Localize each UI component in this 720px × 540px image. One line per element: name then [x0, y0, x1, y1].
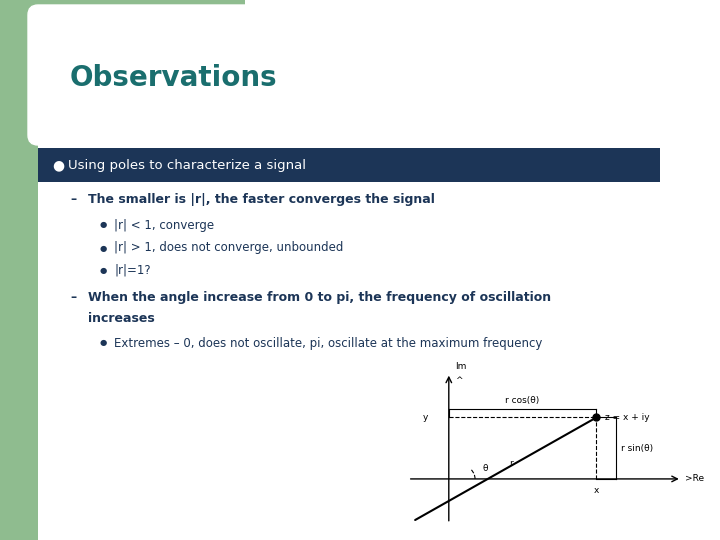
Text: increases: increases — [88, 312, 155, 325]
Text: y: y — [423, 413, 428, 422]
Text: |r| > 1, does not converge, unbounded: |r| > 1, does not converge, unbounded — [114, 241, 343, 254]
Text: >Re: >Re — [685, 475, 704, 483]
Text: The smaller is |r|, the faster converges the signal: The smaller is |r|, the faster converges… — [88, 193, 435, 206]
Text: Extremes – 0, does not oscillate, pi, oscillate at the maximum frequency: Extremes – 0, does not oscillate, pi, os… — [114, 336, 542, 349]
Text: ●: ● — [100, 220, 107, 230]
Text: Using poles to characterize a signal: Using poles to characterize a signal — [68, 159, 306, 172]
Text: ●: ● — [100, 339, 107, 348]
Text: Im: Im — [455, 362, 467, 370]
Text: r sin(θ): r sin(θ) — [621, 444, 653, 453]
Text: When the angle increase from 0 to pi, the frequency of oscillation: When the angle increase from 0 to pi, th… — [88, 292, 551, 305]
Text: x: x — [594, 485, 599, 495]
FancyBboxPatch shape — [28, 5, 720, 145]
Text: r cos(θ): r cos(θ) — [505, 396, 540, 405]
Text: θ: θ — [482, 464, 487, 474]
Text: –: – — [70, 292, 76, 305]
Text: ●: ● — [100, 266, 107, 274]
Bar — [38, 148, 660, 182]
Text: |r|=1?: |r|=1? — [114, 264, 150, 276]
Text: Observations: Observations — [70, 64, 278, 92]
Text: –: – — [70, 193, 76, 206]
Bar — [0, 0, 38, 540]
Text: z = x + iy: z = x + iy — [605, 413, 649, 422]
Bar — [0, 0, 245, 100]
Text: |r| < 1, converge: |r| < 1, converge — [114, 219, 214, 232]
Text: ●: ● — [52, 158, 64, 172]
Text: ^: ^ — [455, 376, 463, 385]
Text: ●: ● — [100, 244, 107, 253]
Text: r: r — [509, 459, 513, 468]
